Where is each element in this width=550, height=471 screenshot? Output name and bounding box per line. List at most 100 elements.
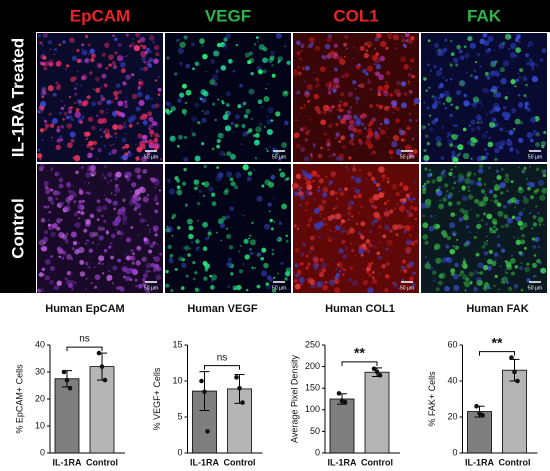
texture: [477, 121, 480, 124]
texture: [103, 176, 107, 180]
texture: [424, 256, 427, 259]
y-tick-label: 40: [447, 375, 457, 385]
texture: [349, 120, 354, 125]
texture: [373, 194, 380, 201]
texture: [307, 99, 310, 103]
texture: [517, 93, 521, 97]
texture: [341, 228, 346, 234]
texture: [73, 76, 78, 81]
texture: [67, 189, 71, 193]
texture: [66, 123, 73, 129]
texture: [498, 42, 505, 50]
texture: [207, 231, 212, 236]
texture: [412, 197, 416, 201]
texture: [379, 122, 383, 126]
texture: [41, 62, 46, 66]
texture: [106, 108, 108, 110]
texture: [415, 119, 419, 122]
texture: [506, 92, 509, 94]
texture: [541, 48, 547, 54]
texture: [354, 254, 356, 257]
texture: [223, 37, 228, 42]
texture: [460, 263, 465, 267]
texture: [128, 199, 135, 206]
texture: [436, 176, 443, 182]
texture: [372, 150, 377, 155]
texture: [527, 40, 534, 47]
texture: [441, 125, 445, 129]
texture: [124, 133, 126, 135]
texture: [280, 261, 284, 265]
texture: [365, 49, 369, 53]
texture: [94, 274, 101, 280]
texture: [459, 208, 465, 213]
texture: [237, 104, 242, 109]
texture: [40, 288, 45, 293]
texture: [50, 201, 55, 205]
texture: [166, 225, 173, 233]
texture: [462, 263, 468, 269]
texture: [138, 99, 145, 107]
texture: [423, 154, 430, 161]
texture: [404, 32, 410, 38]
texture: [294, 263, 299, 268]
texture: [469, 208, 472, 211]
texture: [467, 171, 472, 176]
texture: [526, 132, 533, 139]
texture: [270, 50, 276, 56]
texture: [329, 81, 334, 86]
texture: [130, 42, 136, 47]
texture: [477, 140, 479, 143]
texture: [251, 221, 254, 224]
texture: [383, 118, 390, 125]
texture: [103, 83, 108, 88]
texture: [102, 263, 104, 265]
texture: [338, 153, 344, 159]
texture: [55, 197, 59, 201]
texture: [322, 186, 329, 193]
texture: [296, 90, 301, 95]
texture: [70, 117, 75, 122]
texture: [304, 209, 308, 212]
column-label: VEGF: [205, 6, 251, 25]
texture: [109, 242, 113, 245]
texture: [197, 246, 199, 249]
texture: [317, 188, 321, 193]
texture: [334, 287, 341, 294]
texture: [81, 76, 84, 80]
data-point: [99, 364, 105, 369]
texture: [177, 98, 182, 103]
texture: [97, 100, 103, 106]
texture: [382, 191, 386, 194]
texture: [244, 52, 250, 58]
texture: [255, 36, 259, 40]
texture: [232, 285, 238, 291]
texture: [38, 272, 44, 278]
texture: [518, 41, 521, 44]
texture: [537, 245, 540, 248]
texture: [477, 272, 480, 275]
texture: [79, 271, 86, 277]
texture: [122, 219, 128, 225]
texture: [410, 68, 412, 70]
texture: [258, 72, 260, 75]
texture: [396, 223, 403, 230]
texture: [444, 183, 449, 188]
texture: [346, 231, 351, 236]
texture: [492, 89, 498, 95]
texture: [252, 134, 256, 138]
texture: [496, 174, 502, 180]
texture: [52, 223, 58, 229]
texture: [450, 39, 453, 43]
texture: [510, 180, 514, 184]
texture: [41, 86, 46, 91]
texture: [401, 38, 406, 43]
texture: [480, 102, 483, 105]
texture: [338, 108, 343, 113]
texture: [339, 91, 345, 97]
texture: [529, 138, 534, 143]
texture: [374, 130, 378, 135]
texture: [413, 207, 418, 212]
texture: [442, 76, 445, 79]
texture: [401, 279, 405, 282]
